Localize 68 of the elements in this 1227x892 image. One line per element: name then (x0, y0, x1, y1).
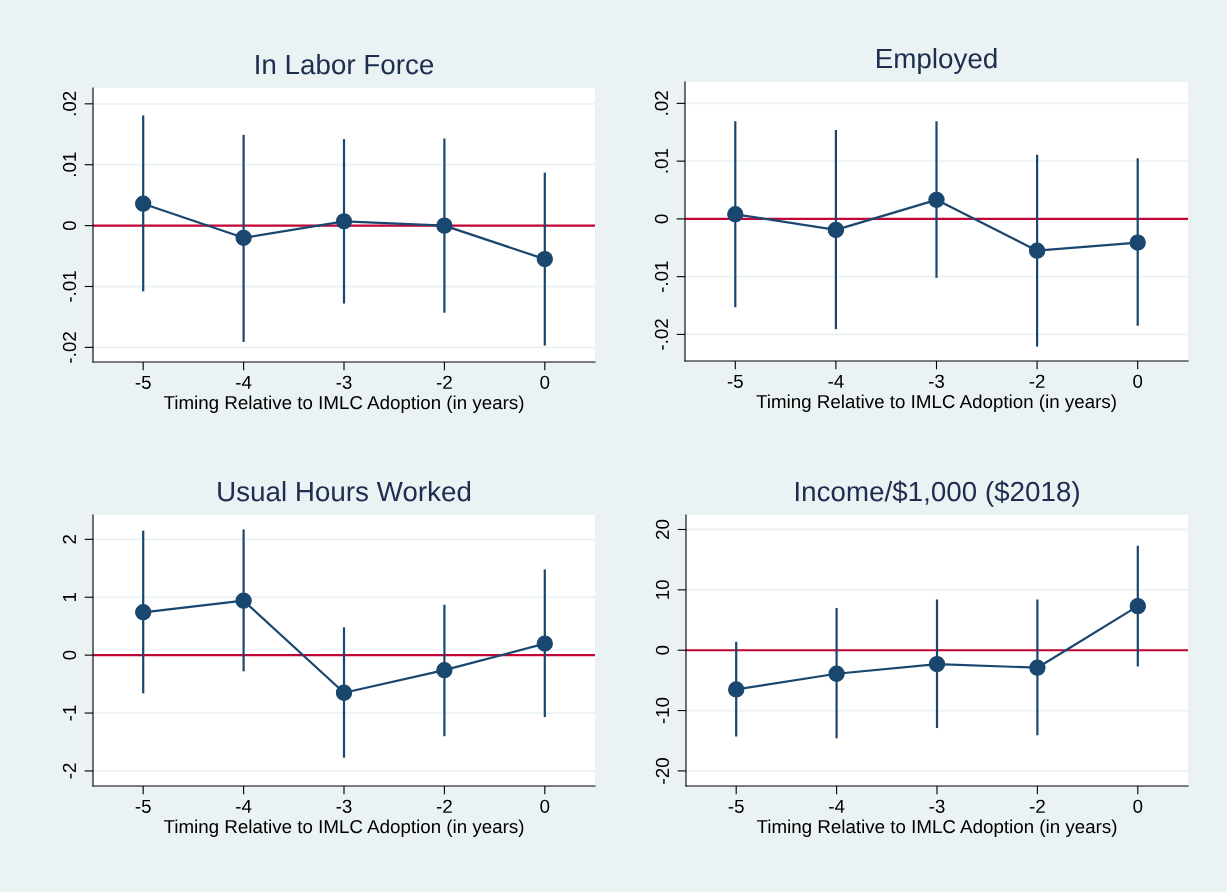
y-tick-label: -1 (63, 705, 76, 721)
chart-title: Income/$1,000 ($2018) (795, 480, 1079, 507)
x-tick-label: -3 (929, 374, 945, 388)
y-tick-label: .02 (654, 91, 669, 115)
point (436, 662, 453, 679)
x-axis-title: Timing Relative to IMLC Adoption (in years) (756, 819, 1117, 837)
x-tick-label: -5 (728, 799, 744, 813)
point (1029, 659, 1046, 676)
x-tick-label: 0 (1133, 374, 1143, 388)
x-tick-label: 0 (540, 799, 550, 813)
point (235, 592, 252, 609)
x-tick-label: -2 (436, 375, 452, 389)
x-tick-label: -2 (436, 799, 452, 813)
point (928, 655, 946, 673)
y-tick-label: -20 (655, 758, 670, 784)
point (436, 217, 453, 234)
point (536, 635, 553, 652)
y-tick-label: .01 (654, 149, 669, 173)
x-tick-label: -5 (727, 374, 743, 388)
point (335, 213, 353, 230)
x-tick-label: 0 (540, 375, 550, 389)
x-axis-title: Timing Relative to IMLC Adoption (in years) (163, 819, 524, 837)
point (536, 250, 553, 268)
point (1129, 234, 1146, 251)
point (335, 684, 353, 701)
y-tick-label: 2 (62, 535, 76, 544)
y-tick-label: 0 (654, 214, 669, 224)
x-tick-label: -2 (1029, 374, 1045, 388)
x-tick-label: -3 (336, 799, 352, 813)
x-tick-label: 0 (1133, 799, 1143, 813)
x-tick-label: -5 (135, 799, 151, 813)
y-tick-label: -.02 (62, 332, 77, 363)
y-tick-label: 0 (62, 221, 77, 231)
x-tick-label: -4 (236, 375, 252, 389)
y-tick-label: 0 (62, 650, 77, 660)
x-tick-label: -4 (236, 799, 252, 813)
y-tick-label: 20 (655, 519, 670, 539)
y-tick-label: -.02 (654, 319, 669, 350)
y-tick-label: 1 (63, 592, 76, 602)
y-tick-label: -.01 (62, 271, 77, 302)
point (1129, 597, 1146, 615)
point (728, 681, 745, 698)
y-tick-label: -10 (655, 697, 670, 724)
point (727, 206, 744, 223)
chart-title: In Labor Force (256, 53, 434, 75)
y-tick-label: 10 (655, 580, 670, 599)
y-tick-label: 0 (655, 645, 670, 655)
y-tick-label: -.01 (654, 261, 669, 292)
y-tick-label: .01 (62, 152, 77, 177)
x-tick-label: -5 (135, 375, 151, 389)
point (828, 665, 845, 682)
x-tick-label: -4 (828, 374, 844, 388)
x-axis-title: Timing Relative to IMLC Adoption (in years) (163, 395, 524, 413)
x-tick-label: -3 (929, 799, 945, 813)
x-tick-label: -2 (1029, 799, 1045, 813)
y-tick-label: -2 (62, 763, 76, 779)
y-tick-label: .02 (62, 91, 77, 116)
x-axis-title: Timing Relative to IMLC Adoption (in years) (756, 394, 1116, 412)
x-tick-label: -3 (336, 375, 352, 389)
chart-title: Employed (877, 47, 997, 74)
point (135, 195, 152, 212)
point (135, 604, 152, 621)
point (235, 229, 252, 246)
chart-title: Usual Hours Worked (218, 480, 471, 502)
x-tick-label: -4 (829, 799, 845, 813)
point (1028, 242, 1046, 259)
point (928, 191, 945, 208)
point (827, 221, 845, 239)
